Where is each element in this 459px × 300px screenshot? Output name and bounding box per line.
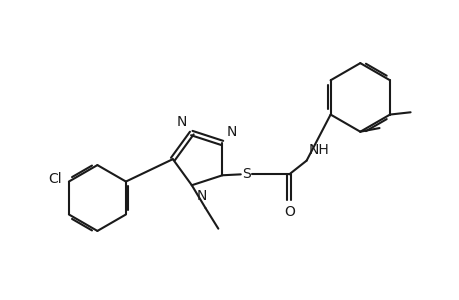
Text: N: N	[176, 116, 187, 129]
Text: O: O	[283, 205, 294, 219]
Text: N: N	[196, 189, 206, 203]
Text: N: N	[227, 125, 237, 140]
Text: S: S	[241, 167, 250, 182]
Text: Cl: Cl	[48, 172, 62, 186]
Text: NH: NH	[308, 143, 329, 158]
